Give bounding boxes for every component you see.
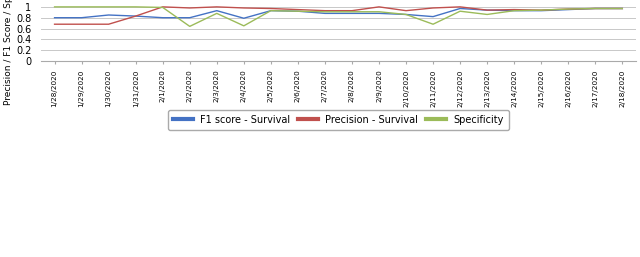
Line: Specificity: Specificity [54, 7, 622, 26]
Precision - Survival [618, 7, 626, 10]
Precision - Survival [321, 9, 329, 12]
Specificity [240, 24, 248, 27]
Specificity [618, 7, 626, 10]
Precision - Survival [77, 23, 85, 26]
Specificity [159, 6, 166, 9]
Specificity [294, 10, 301, 13]
F1 score - Survival [321, 12, 329, 15]
Specificity [267, 9, 275, 12]
F1 score - Survival [186, 16, 193, 19]
Precision - Survival [429, 6, 437, 10]
Specificity [510, 9, 518, 12]
F1 score - Survival [456, 7, 464, 10]
Specificity [375, 10, 383, 13]
Legend: F1 score - Survival, Precision - Survival, Specificity: F1 score - Survival, Precision - Surviva… [168, 110, 509, 130]
F1 score - Survival [564, 8, 572, 11]
Precision - Survival [538, 8, 545, 12]
Precision - Survival [564, 7, 572, 11]
Specificity [321, 10, 329, 13]
Specificity [564, 7, 572, 11]
Specificity [402, 13, 410, 16]
Precision - Survival [240, 6, 248, 10]
Precision - Survival [186, 6, 193, 10]
F1 score - Survival [591, 7, 599, 10]
Precision - Survival [348, 9, 356, 12]
Specificity [456, 10, 464, 13]
Precision - Survival [213, 5, 221, 8]
F1 score - Survival [77, 16, 85, 19]
Specificity [483, 13, 491, 16]
Specificity [186, 25, 193, 28]
Specificity [348, 10, 356, 13]
F1 score - Survival [618, 7, 626, 10]
F1 score - Survival [402, 13, 410, 16]
F1 score - Survival [483, 8, 491, 12]
F1 score - Survival [267, 9, 275, 12]
F1 score - Survival [375, 12, 383, 15]
Y-axis label: Precision / F1 Score / Specificity: Precision / F1 Score / Specificity [4, 0, 13, 105]
Specificity [132, 5, 140, 8]
F1 score - Survival [213, 9, 221, 12]
F1 score - Survival [538, 9, 545, 12]
F1 score - Survival [159, 16, 166, 19]
F1 score - Survival [51, 16, 58, 19]
Precision - Survival [105, 23, 113, 26]
Precision - Survival [294, 8, 301, 11]
Specificity [591, 7, 599, 10]
F1 score - Survival [429, 15, 437, 18]
F1 score - Survival [348, 12, 356, 15]
Specificity [105, 5, 113, 8]
Precision - Survival [591, 7, 599, 10]
Line: Precision - Survival: Precision - Survival [54, 7, 622, 24]
Precision - Survival [267, 7, 275, 10]
Specificity [429, 23, 437, 26]
Precision - Survival [456, 5, 464, 8]
Line: F1 score - Survival: F1 score - Survival [54, 8, 622, 18]
Specificity [77, 5, 85, 8]
F1 score - Survival [240, 17, 248, 20]
Specificity [538, 8, 545, 12]
Precision - Survival [132, 15, 140, 18]
Specificity [213, 12, 221, 15]
F1 score - Survival [105, 13, 113, 16]
F1 score - Survival [510, 9, 518, 12]
Specificity [51, 5, 58, 8]
F1 score - Survival [132, 15, 140, 18]
Precision - Survival [375, 5, 383, 8]
Precision - Survival [402, 9, 410, 12]
Precision - Survival [51, 23, 58, 26]
Precision - Survival [510, 8, 518, 11]
Precision - Survival [483, 8, 491, 12]
F1 score - Survival [294, 10, 301, 13]
Precision - Survival [159, 5, 166, 8]
X-axis label: Global Time (Model Date): Global Time (Model Date) [272, 109, 405, 120]
